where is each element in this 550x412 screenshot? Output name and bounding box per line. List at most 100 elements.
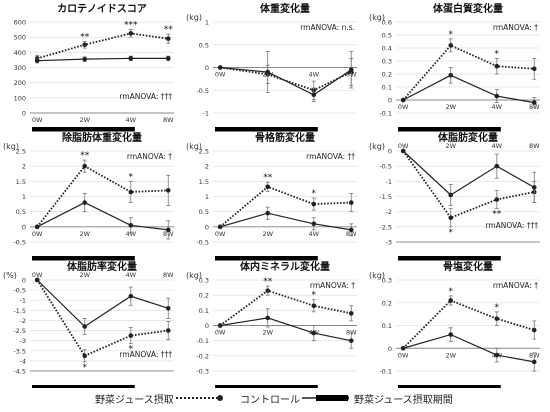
data-point-control	[265, 210, 271, 216]
y-tick-label: 0.4	[382, 45, 392, 53]
y-tick-label: -0.2	[196, 352, 209, 360]
data-point-control	[165, 227, 171, 233]
y-tick-label: 2.5	[16, 148, 26, 156]
intake-period-bar	[32, 385, 135, 388]
intake-period-bar	[398, 256, 501, 261]
series-line-control	[402, 150, 535, 196]
y-tick-label: -4.5	[13, 368, 26, 376]
data-point-treated	[265, 288, 271, 293]
x-tick-label: 0W	[32, 271, 43, 279]
stats-annotation: rmANOVA: †††	[119, 350, 172, 359]
series-line-control	[402, 74, 535, 104]
chart-panel-2: 体重変化量(kg)-1-0.500.510W2W4W8WrmANOVA: n.s…	[186, 2, 357, 132]
data-point-control	[448, 332, 454, 337]
significance-marker: **	[492, 210, 502, 220]
y-tick-label: 1	[205, 19, 209, 27]
series-line-control	[403, 333, 535, 363]
y-unit-label: (kg)	[369, 271, 385, 280]
data-point-control	[34, 58, 40, 63]
data-point-treated	[128, 31, 134, 36]
data-point-treated	[494, 63, 500, 69]
data-point-treated	[494, 316, 500, 321]
y-tick-label: 0.5	[199, 41, 209, 49]
x-tick-label: 0W	[215, 230, 226, 238]
series-line-treated	[402, 150, 535, 219]
data-point-treated	[348, 311, 354, 316]
y-tick-label: 0.6	[382, 19, 392, 27]
y-tick-label: 1.5	[16, 178, 26, 186]
x-tick-label: 8W	[529, 142, 540, 150]
y-tick-label: 0.2	[382, 71, 392, 79]
y-tick-label: -0.5	[13, 287, 26, 295]
data-point-control	[531, 359, 537, 365]
legend-period-bar	[316, 395, 348, 401]
significance-marker: *	[448, 30, 453, 40]
y-tick-label: 0	[205, 64, 209, 72]
y-tick-label: 0.5	[382, 32, 392, 40]
data-point-treated	[531, 66, 537, 72]
data-point-control	[400, 148, 406, 154]
data-point-control	[217, 65, 223, 70]
x-tick-label: 8W	[163, 116, 174, 124]
x-tick-label: 4W	[126, 116, 137, 124]
data-point-control	[82, 200, 88, 205]
data-point-control	[531, 185, 537, 190]
stats-annotation: rmANOVA: †	[127, 152, 172, 161]
x-tick-label: 0W	[215, 329, 226, 337]
y-tick-label: 300	[14, 64, 26, 72]
y-unit-label: (kg)	[186, 271, 202, 280]
data-point-treated	[531, 327, 537, 333]
data-point-control	[448, 73, 454, 78]
x-tick-label: 2W	[79, 271, 90, 279]
y-tick-label: 0.3	[199, 277, 209, 285]
intake-period-bar	[32, 127, 135, 132]
data-point-control	[34, 277, 40, 283]
x-tick-label: 4W	[309, 71, 320, 79]
data-point-control	[531, 100, 537, 105]
significance-marker: *	[312, 291, 317, 301]
data-point-control	[128, 293, 134, 299]
series-line-control	[220, 212, 352, 231]
chart-title: 体脂肪変化量	[438, 131, 498, 144]
data-point-treated	[448, 298, 454, 303]
data-point-treated	[128, 333, 134, 338]
y-unit-label: (kg)	[186, 13, 202, 22]
series-line-treated	[402, 44, 535, 101]
y-tick-label: -0.5	[196, 87, 209, 95]
series-line-control	[36, 201, 169, 231]
series-line-treated	[219, 289, 352, 327]
data-point-control	[128, 56, 134, 61]
significance-marker: ***	[124, 21, 138, 31]
intake-period-bar	[398, 127, 501, 132]
data-point-treated	[265, 184, 271, 190]
intake-period-bar	[215, 127, 318, 132]
x-tick-label: 8W	[163, 271, 174, 279]
y-tick-label: 0.2	[382, 299, 392, 307]
chart-title: 体脂肪率変化量	[67, 260, 137, 273]
y-tick-label: -2	[20, 317, 26, 325]
intake-period-bar	[398, 385, 501, 388]
data-point-treated	[448, 215, 454, 221]
y-tick-label: 0.3	[382, 277, 392, 285]
data-point-treated	[128, 189, 134, 195]
significance-marker: **	[263, 277, 273, 287]
series-line-treated	[36, 32, 169, 60]
y-tick-label: 400	[14, 49, 26, 57]
series-line-treated	[219, 185, 352, 228]
intake-period-bar	[32, 256, 135, 261]
significance-marker: *	[495, 49, 500, 59]
y-unit-label: (kg)	[369, 13, 385, 22]
data-point-control	[82, 56, 88, 62]
x-tick-label: 4W	[126, 271, 137, 279]
data-point-control	[311, 92, 317, 98]
data-point-control	[34, 224, 40, 230]
data-point-treated	[448, 43, 454, 48]
data-point-control	[348, 67, 354, 73]
chart-title: 体蛋白質変化量	[433, 2, 503, 15]
y-tick-label: -4	[20, 357, 26, 365]
y-unit-label: (kg)	[369, 142, 385, 151]
data-point-control	[494, 93, 500, 99]
y-tick-label: 0	[22, 223, 26, 231]
series-line-control	[37, 57, 169, 62]
